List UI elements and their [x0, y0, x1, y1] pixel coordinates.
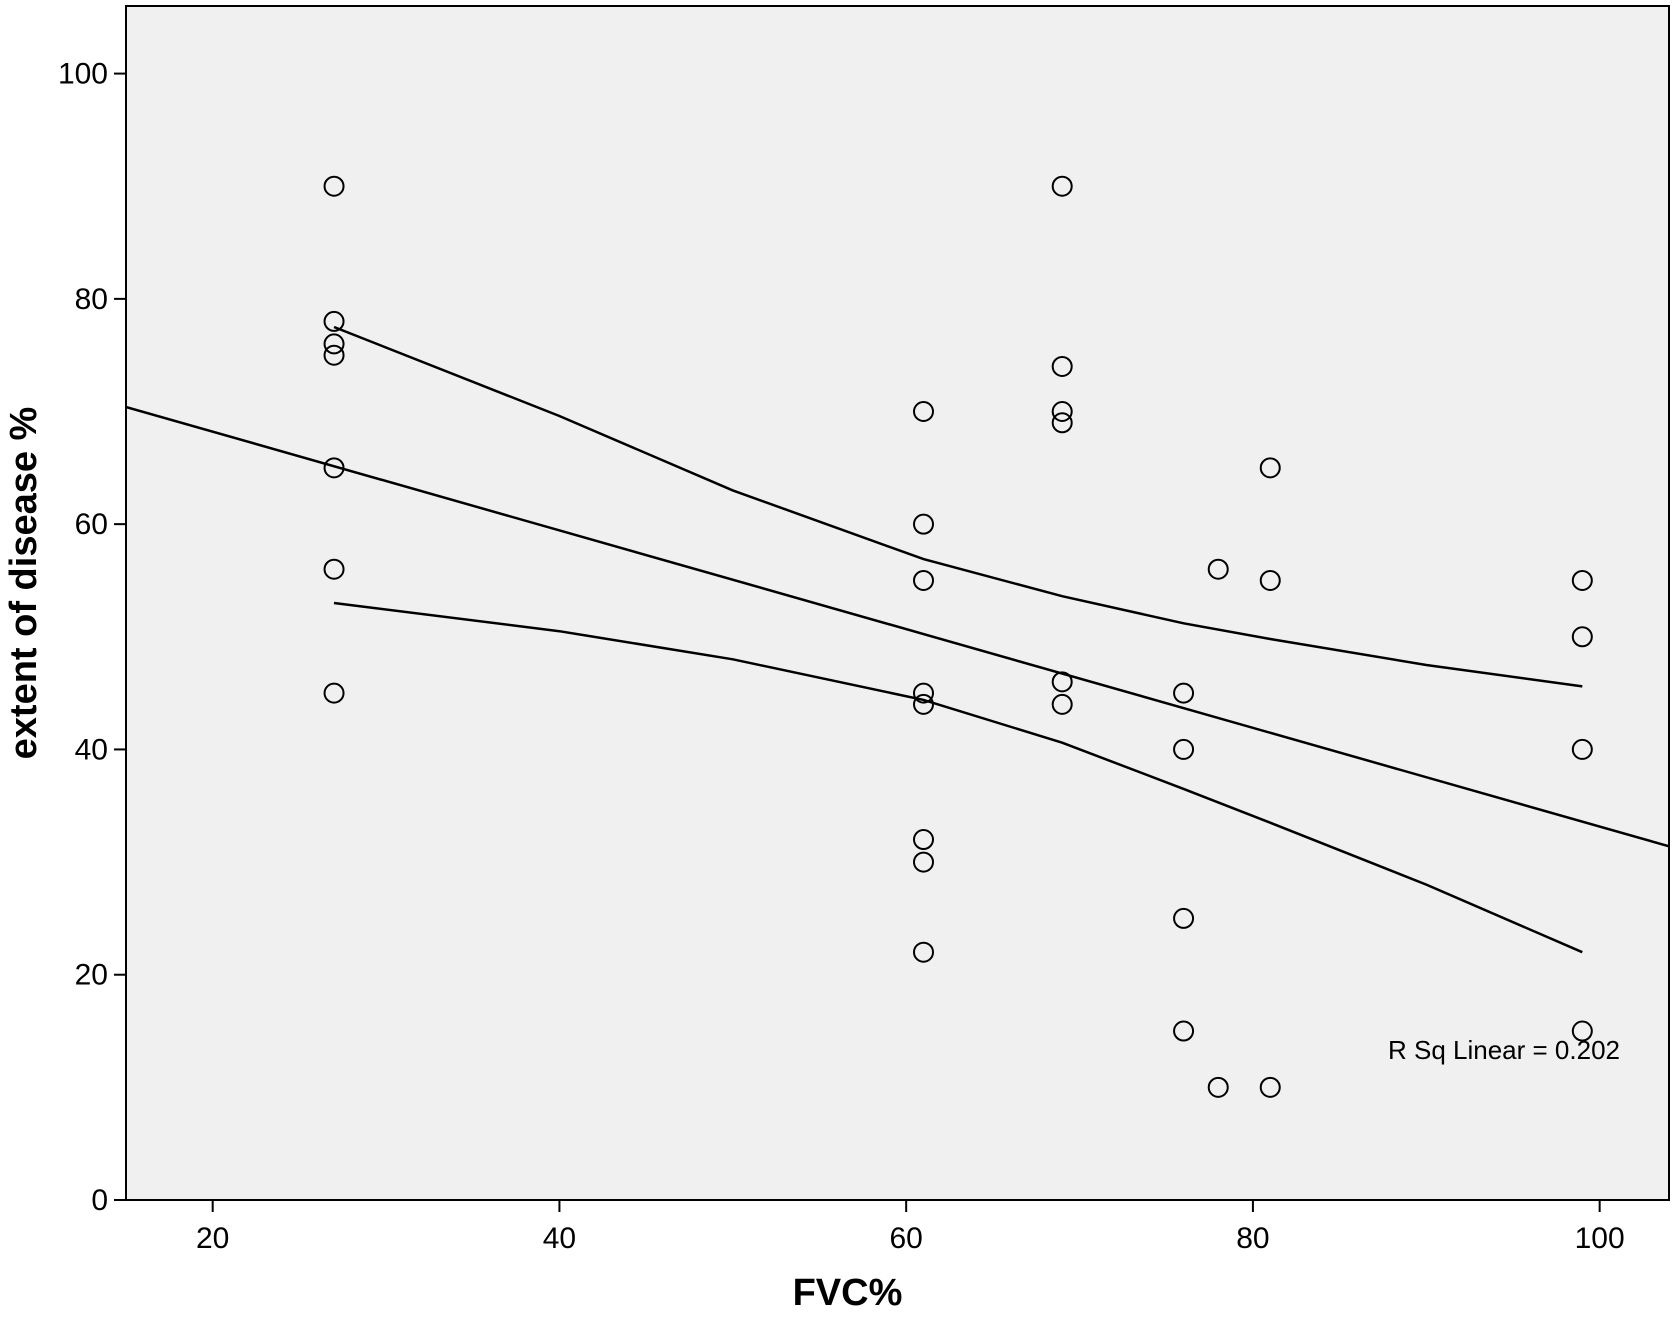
y-tick-label: 60	[75, 508, 108, 541]
y-tick-label: 20	[75, 959, 108, 992]
y-tick-label: 100	[58, 58, 108, 91]
plot-frame	[125, 5, 1670, 1201]
data-point	[1051, 412, 1073, 434]
data-point	[1571, 569, 1593, 591]
data-point	[913, 851, 935, 873]
y-tick-label: 80	[75, 283, 108, 316]
data-point	[323, 175, 345, 197]
fit-line-group	[125, 405, 1670, 848]
x-tick-label: 80	[1236, 1222, 1269, 1255]
linear-fit-line	[125, 405, 1670, 848]
ci-lower-line	[333, 601, 1583, 954]
data-point	[913, 941, 935, 963]
y-tick-label: 0	[91, 1184, 108, 1217]
data-point	[913, 569, 935, 591]
data-point	[323, 344, 345, 366]
data-point	[323, 310, 345, 332]
r-squared-annotation: R Sq Linear = 0.202	[1388, 1035, 1620, 1065]
data-point	[1571, 626, 1593, 648]
x-tick-label: 100	[1575, 1222, 1625, 1255]
data-point	[1173, 682, 1195, 704]
data-point	[913, 829, 935, 851]
x-axis: 20 40 60 80 100	[196, 1200, 1625, 1255]
data-point	[1571, 1020, 1593, 1042]
data-point	[1173, 738, 1195, 760]
data-point	[323, 457, 345, 479]
data-point	[1259, 457, 1281, 479]
data-point	[323, 558, 345, 580]
plot-area	[126, 6, 1669, 1200]
data-point	[1207, 558, 1229, 580]
data-point	[913, 693, 935, 715]
data-point	[913, 513, 935, 535]
data-point	[1051, 693, 1073, 715]
data-point	[1259, 1076, 1281, 1098]
data-point	[323, 333, 345, 355]
data-points	[323, 175, 1593, 1098]
data-point	[1051, 175, 1073, 197]
data-point	[913, 401, 935, 423]
x-axis-title: FVC%	[793, 1272, 903, 1314]
ci-upper-line	[333, 325, 1583, 688]
y-tick-label: 40	[75, 733, 108, 766]
data-point	[913, 682, 935, 704]
data-point	[1051, 671, 1073, 693]
data-point	[1259, 569, 1281, 591]
x-tick-label: 20	[196, 1222, 229, 1255]
data-point	[1051, 401, 1073, 423]
x-tick-label: 40	[543, 1222, 576, 1255]
data-point	[1173, 907, 1195, 929]
confidence-interval-lines	[333, 325, 1583, 954]
data-point	[1571, 738, 1593, 760]
y-axis-title: extent of disease %	[3, 407, 45, 760]
data-point	[323, 682, 345, 704]
data-point	[1207, 1076, 1229, 1098]
data-point	[1173, 1020, 1195, 1042]
x-tick-label: 60	[889, 1222, 922, 1255]
data-point	[1051, 355, 1073, 377]
y-axis: 0 20 40 60 80 100	[58, 58, 126, 1217]
